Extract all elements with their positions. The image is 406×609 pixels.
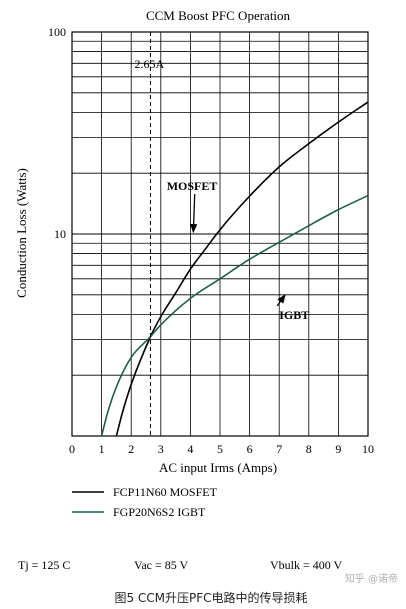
x-tick-label: 2 (128, 442, 134, 456)
annotation-label-igbt: IGBT (279, 308, 309, 322)
annotation-label-mosfet: MOSFET (167, 179, 218, 193)
axes (71, 31, 369, 437)
operating-conditions: Tj = 125 C Vac = 85 V Vbulk = 400 V (18, 558, 343, 572)
y-tick-label: 10 (54, 227, 66, 241)
condition-vac: Vac = 85 V (134, 558, 189, 572)
annotation-vline-label: 2.65A (134, 57, 164, 71)
legend: FCP11N60 MOSFET FGP20N6S2 IGBT (72, 485, 218, 519)
x-tick-label: 0 (69, 442, 75, 456)
x-tick-label: 3 (158, 442, 164, 456)
annotations: 2.65A MOSFET IGBT (134, 32, 309, 436)
series-line-igbt (100, 194, 369, 437)
y-tick-label: 100 (48, 25, 66, 39)
annotation-arrow-igbt (276, 294, 286, 307)
tick-labels: 0 1 2 3 4 5 6 7 8 9 10 100 10 (48, 25, 374, 456)
plot-frame (71, 31, 369, 437)
x-tick-label: 5 (217, 442, 223, 456)
series-lines (100, 101, 369, 437)
legend-label-mosfet: FCP11N60 MOSFET (113, 485, 218, 499)
annotation-arrow-mosfet (190, 194, 198, 234)
y-axis-label: Conduction Loss (Watts) (14, 168, 29, 298)
x-tick-label: 6 (247, 442, 253, 456)
grid-lines (72, 32, 368, 436)
series-line-mosfet (115, 101, 369, 437)
figure-caption: 图5 CCM升压PFC电路中的传导损耗 (114, 590, 307, 605)
x-tick-label: 7 (276, 442, 282, 456)
chart-title: CCM Boost PFC Operation (146, 8, 291, 23)
x-tick-label: 1 (99, 442, 105, 456)
x-axis-label: AC input Irms (Amps) (159, 460, 277, 475)
condition-tj: Tj = 125 C (18, 558, 70, 572)
watermark: 知乎 @诺帝 (345, 572, 398, 585)
condition-vbulk: Vbulk = 400 V (270, 558, 343, 572)
x-tick-label: 9 (335, 442, 341, 456)
legend-label-igbt: FGP20N6S2 IGBT (113, 505, 206, 519)
x-tick-label: 4 (187, 442, 193, 456)
x-tick-label: 10 (362, 442, 374, 456)
x-tick-label: 8 (306, 442, 312, 456)
